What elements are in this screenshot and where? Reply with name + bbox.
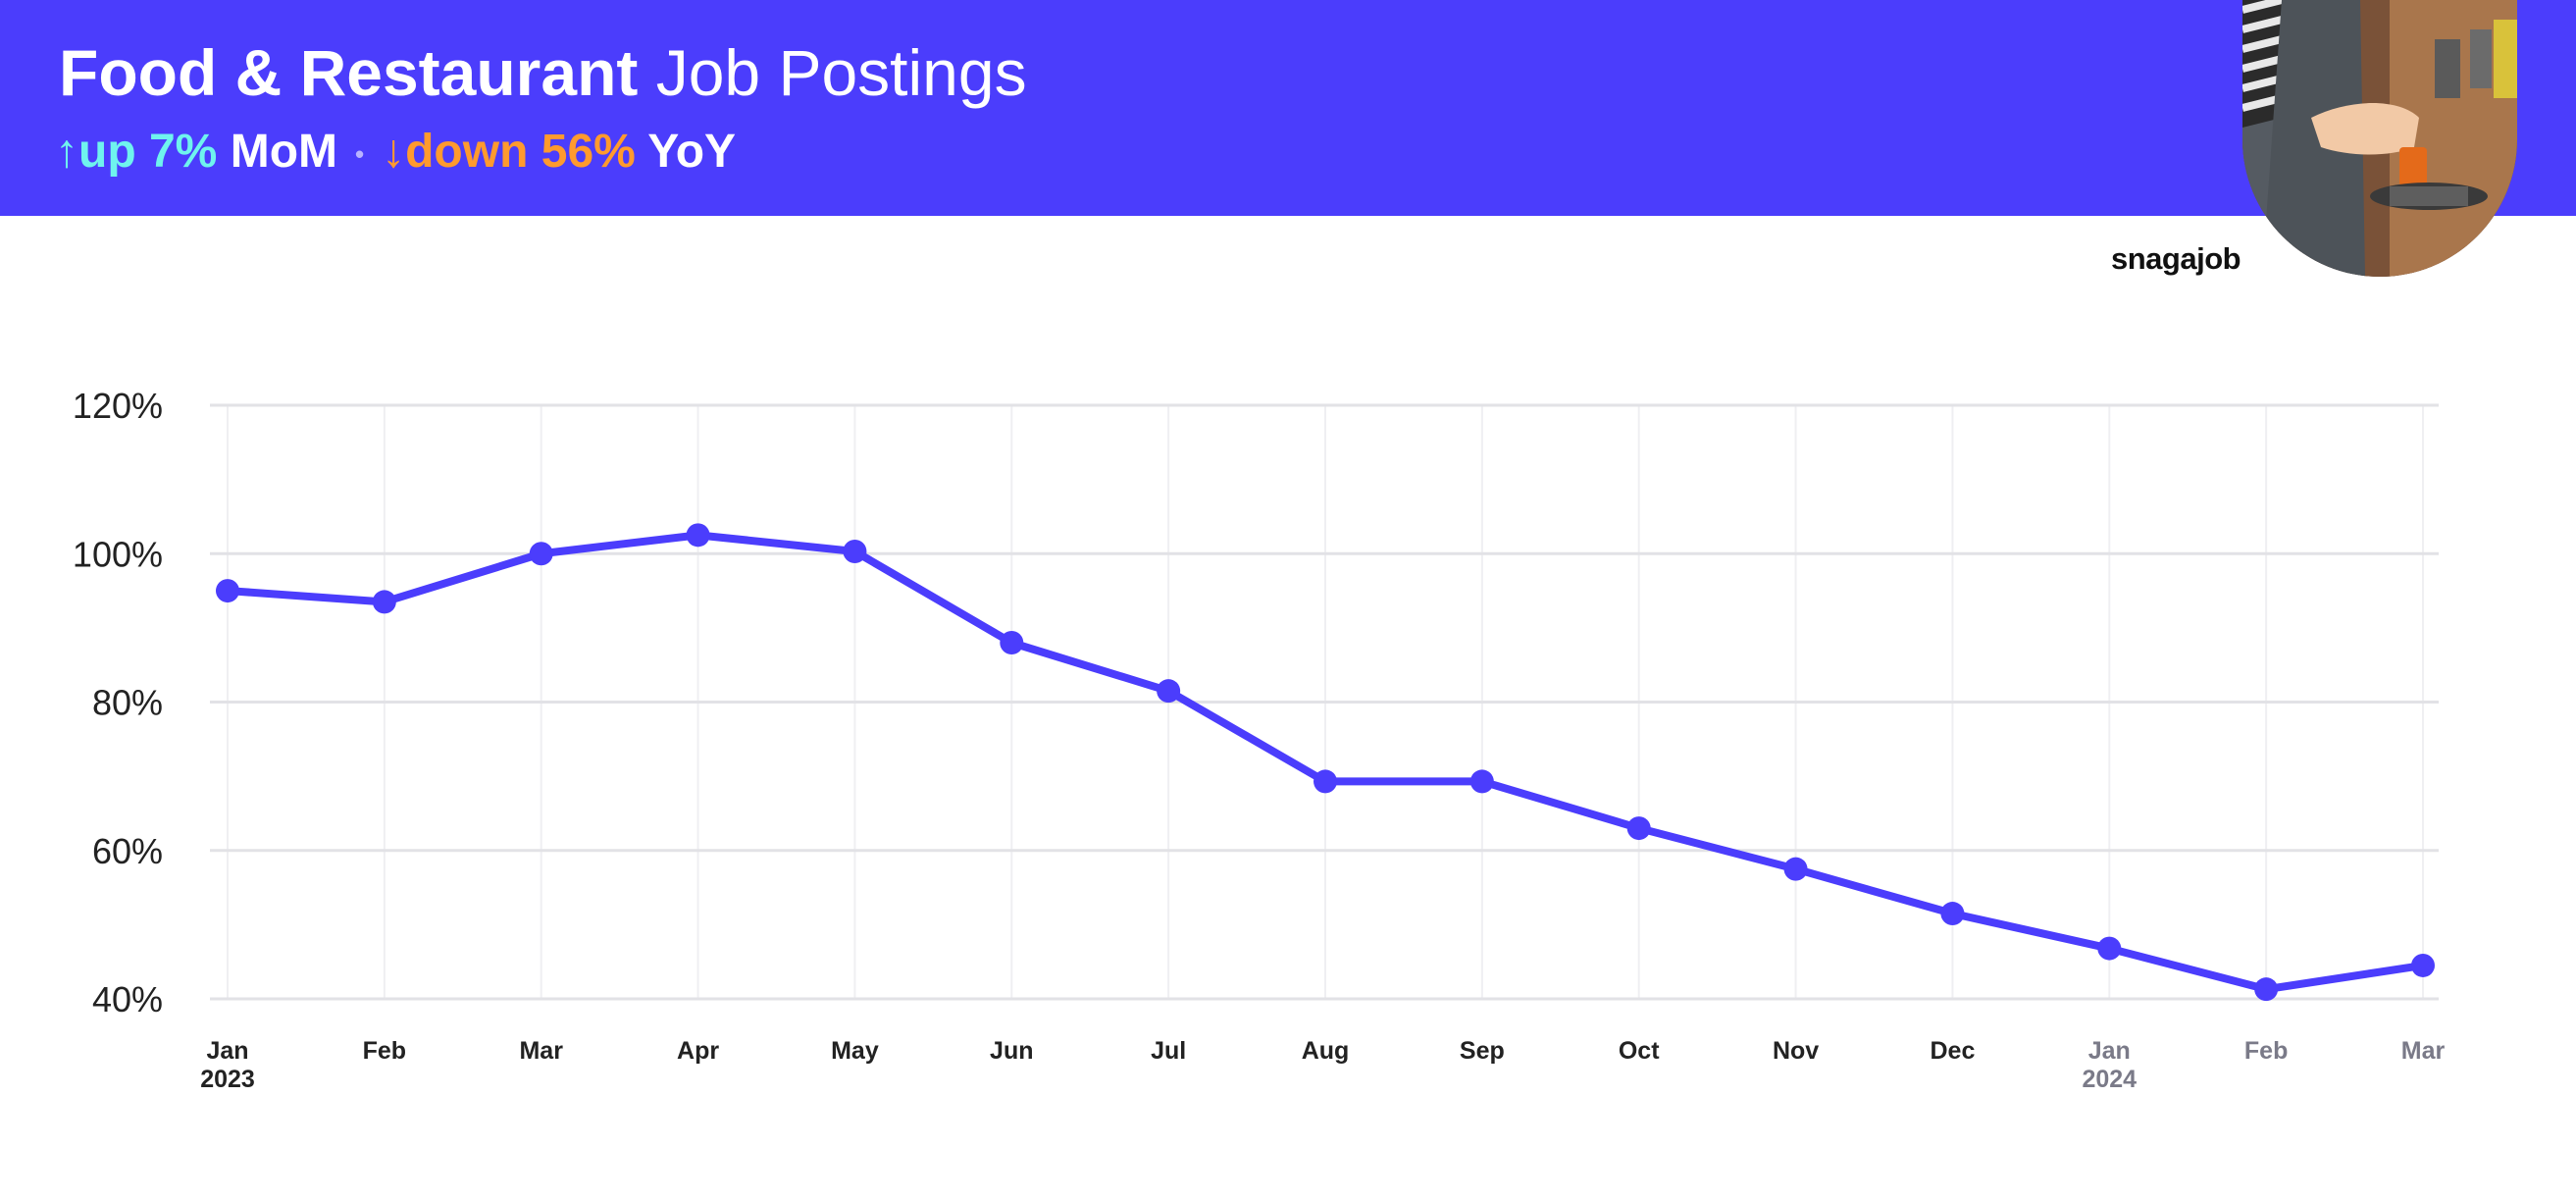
- arrow-down-icon: ↓: [382, 126, 406, 178]
- page-title: Food & Restaurant Job Postings: [59, 33, 1027, 112]
- data-point[interactable]: [1940, 902, 1965, 926]
- separator-dot: •: [355, 139, 365, 170]
- x-tick-label: Mar: [519, 1037, 563, 1065]
- data-point[interactable]: [2411, 953, 2435, 977]
- mom-change-value: up 7%: [78, 126, 218, 178]
- y-tick-label: 80%: [92, 683, 163, 723]
- x-tick-label: Jan: [206, 1037, 248, 1065]
- y-tick-label: 120%: [73, 386, 163, 426]
- x-tick-label: Sep: [1460, 1037, 1505, 1065]
- data-point[interactable]: [1626, 816, 1651, 841]
- data-point[interactable]: [529, 542, 553, 566]
- x-tick-label: Jul: [1151, 1037, 1186, 1065]
- x-tick-label: Aug: [1302, 1037, 1350, 1065]
- arrow-up-icon: ↑: [55, 126, 78, 178]
- mom-label: MoM: [230, 126, 337, 178]
- data-point[interactable]: [686, 523, 710, 548]
- data-point[interactable]: [2254, 977, 2279, 1002]
- header-banner: Food & Restaurant Job Postings ↑up 7% Mo…: [0, 0, 2576, 216]
- data-point[interactable]: [2097, 936, 2122, 961]
- data-point[interactable]: [1314, 769, 1337, 794]
- x-tick-label: Oct: [1619, 1037, 1660, 1065]
- yoy-label: YoY: [647, 126, 737, 178]
- change-summary: ↑up 7% MoM • ↓down 56% YoY: [55, 120, 736, 186]
- data-point[interactable]: [1469, 769, 1494, 794]
- x-tick-label: Feb: [2244, 1037, 2288, 1065]
- data-point[interactable]: [1783, 857, 1808, 881]
- data-point[interactable]: [1000, 631, 1024, 654]
- x-tick-year-label: 2023: [200, 1066, 255, 1093]
- title-bold: Food & Restaurant: [59, 36, 639, 109]
- data-point[interactable]: [1157, 679, 1181, 704]
- data-point[interactable]: [372, 590, 396, 614]
- x-tick-label: Dec: [1930, 1037, 1975, 1065]
- x-tick-label: May: [831, 1037, 879, 1065]
- chart-grid: [210, 403, 2439, 1001]
- y-axis-ticks: 120% 100% 80% 60% 40%: [73, 386, 163, 1019]
- x-tick-label: Nov: [1773, 1037, 1819, 1065]
- data-point[interactable]: [843, 539, 867, 563]
- x-tick-label: Feb: [363, 1037, 406, 1065]
- y-tick-label: 100%: [73, 534, 163, 574]
- snagajob-logo: snagajob: [2111, 241, 2241, 276]
- series-layer: [216, 523, 2435, 1002]
- title-light: Job Postings: [655, 36, 1027, 109]
- x-tick-label: Mar: [2401, 1037, 2446, 1065]
- data-point[interactable]: [216, 579, 239, 603]
- x-tick-label: Apr: [677, 1037, 719, 1065]
- x-tick-label: Jan: [2088, 1037, 2131, 1065]
- y-tick-label: 60%: [92, 831, 163, 871]
- x-tick-year-label: 2024: [2082, 1066, 2137, 1093]
- y-tick-label: 40%: [92, 979, 163, 1019]
- x-tick-label: Jun: [990, 1037, 1033, 1065]
- yoy-change-value: down 56%: [405, 126, 636, 178]
